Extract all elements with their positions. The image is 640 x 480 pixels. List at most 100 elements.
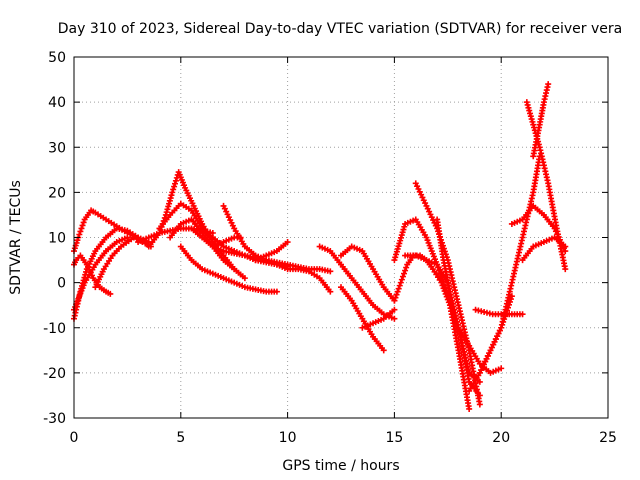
data-point	[398, 276, 405, 283]
data-point	[529, 118, 536, 125]
data-point	[393, 291, 400, 298]
grid-layer	[74, 57, 608, 418]
chart-title: Day 310 of 2023, Sidereal Day-to-day VTE…	[58, 21, 622, 37]
data-point	[443, 293, 450, 300]
data-point	[167, 195, 174, 202]
data-point	[562, 243, 569, 250]
data-point	[530, 121, 537, 128]
data-point	[439, 282, 446, 289]
data-point	[528, 116, 535, 123]
data-point	[438, 279, 445, 286]
data-point	[171, 183, 178, 190]
data-point	[391, 306, 398, 313]
data-point	[527, 110, 534, 117]
data-point	[107, 290, 114, 297]
data-point	[79, 222, 86, 229]
data-point	[395, 285, 402, 292]
data-point	[524, 101, 531, 108]
series-track-25	[434, 216, 505, 376]
series-track-18	[338, 243, 398, 304]
x-axis-title: GPS time / hours	[282, 458, 399, 474]
series-track-20	[359, 306, 398, 331]
series-track-23	[412, 180, 483, 408]
data-point	[498, 365, 505, 372]
x-tick-label: 5	[176, 430, 185, 446]
y-axis-title: SDTVAR / TECUs	[8, 180, 24, 295]
x-tick-labels: 0 5 10 15 20 25	[70, 430, 617, 446]
data-point	[401, 270, 408, 277]
data-point	[403, 264, 410, 271]
series-track-15	[209, 234, 244, 250]
data-point	[380, 347, 387, 354]
ticks-layer	[73, 56, 609, 419]
data-point	[391, 315, 398, 322]
data-point	[237, 234, 244, 241]
data-point	[545, 81, 552, 88]
data-point	[172, 180, 179, 187]
data-point	[273, 288, 280, 295]
data-point	[476, 401, 483, 408]
data-point	[124, 234, 131, 241]
data-point	[172, 177, 179, 184]
data-point	[476, 378, 483, 385]
y-tick-label: 20	[48, 185, 66, 201]
y-tick-label: 40	[48, 95, 66, 111]
data-point	[562, 266, 569, 273]
y-tick-labels: -30 -20 -10 0 10 20 30 40 50	[43, 50, 66, 427]
series-track-30	[523, 99, 569, 273]
x-tick-label: 0	[70, 430, 79, 446]
y-tick-label: 30	[48, 140, 66, 156]
data-point	[391, 297, 398, 304]
series-layer	[71, 81, 569, 412]
x-tick-label: 25	[599, 430, 617, 446]
y-tick-label: 0	[57, 276, 66, 292]
data-point	[327, 288, 334, 295]
data-point	[80, 219, 87, 226]
series-track-03	[71, 252, 114, 297]
data-point	[402, 267, 409, 274]
data-point	[165, 203, 172, 210]
data-point	[523, 99, 530, 106]
data-point	[166, 197, 173, 204]
data-point	[397, 279, 404, 286]
data-point	[531, 124, 538, 131]
data-point	[399, 273, 406, 280]
data-point	[164, 206, 171, 213]
data-point	[527, 113, 534, 120]
data-point	[78, 225, 85, 232]
x-tick-label: 15	[385, 430, 403, 446]
series-track-10	[177, 243, 280, 295]
data-point	[525, 104, 532, 111]
data-point	[166, 200, 173, 207]
data-point	[76, 231, 83, 238]
series-track-16	[252, 239, 291, 264]
data-point	[444, 296, 451, 303]
y-tick-label: -30	[43, 411, 66, 427]
data-point	[440, 285, 447, 292]
x-tick-label: 20	[492, 430, 510, 446]
y-tick-label: -20	[43, 366, 66, 382]
series-track-31	[530, 81, 552, 160]
data-point	[327, 268, 334, 275]
y-tick-label: 50	[48, 50, 66, 66]
data-point	[392, 294, 399, 301]
data-point	[396, 282, 403, 289]
data-point	[284, 239, 291, 246]
data-point	[466, 405, 473, 412]
data-point	[441, 288, 448, 295]
data-point	[168, 192, 175, 199]
data-point	[170, 186, 177, 193]
data-point	[519, 311, 526, 318]
series-track-04	[71, 234, 131, 313]
data-point	[241, 275, 248, 282]
y-tick-label: -10	[43, 321, 66, 337]
series-track-19	[338, 284, 387, 354]
data-point	[169, 189, 176, 196]
data-point	[394, 288, 401, 295]
series-track-32	[519, 234, 569, 264]
series-track-05	[92, 234, 154, 291]
data-point	[445, 299, 452, 306]
data-point	[77, 228, 84, 235]
data-point	[526, 107, 533, 114]
